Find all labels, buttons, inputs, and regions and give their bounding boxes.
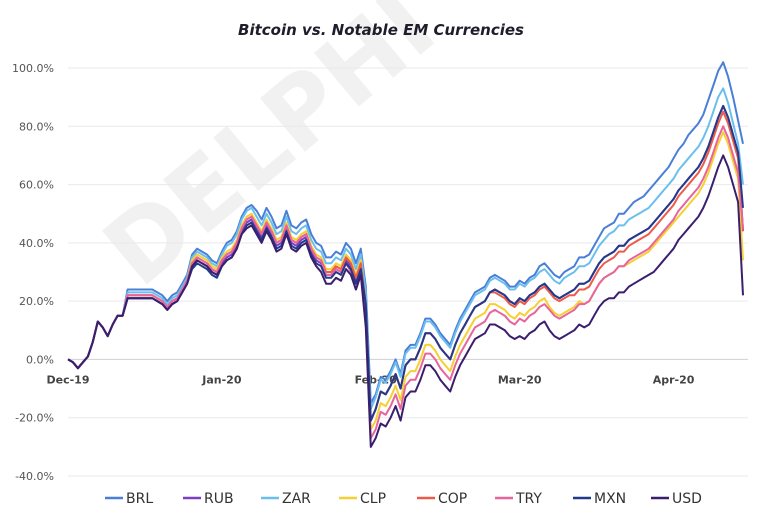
x-tick-label: Jan-20	[201, 373, 242, 386]
series-line-try	[67, 125, 744, 440]
legend-label: COP	[438, 491, 467, 507]
legend-item-clp: CLP	[339, 491, 386, 507]
chart-title: Bitcoin vs. Notable EM Currencies	[238, 21, 524, 39]
y-tick-label: 80.0%	[19, 120, 54, 133]
watermark: DELPHI	[83, 0, 456, 308]
y-tick-label: 40.0%	[19, 237, 54, 250]
legend-label: BRL	[126, 491, 153, 507]
x-tick-label: Apr-20	[653, 373, 695, 386]
y-tick-label: -40.0%	[15, 470, 54, 483]
grid	[68, 67, 748, 477]
y-tick-label: 20.0%	[19, 295, 54, 308]
series-line-zar	[67, 87, 744, 410]
legend-item-rub: RUB	[183, 491, 234, 507]
legend-item-cop: COP	[417, 491, 467, 507]
y-tick-label: 100.0%	[12, 62, 54, 75]
legend-label: TRY	[515, 491, 542, 507]
series-line-usd	[67, 154, 744, 448]
x-tick-label: Mar-20	[498, 373, 542, 386]
legend-label: RUB	[204, 491, 234, 507]
legend-label: USD	[672, 491, 702, 507]
legend-item-try: TRY	[495, 491, 542, 507]
legend-item-zar: ZAR	[261, 491, 311, 507]
legend-item-brl: BRL	[105, 491, 153, 507]
series-line-brl	[67, 61, 744, 405]
y-tick-label: 0.0%	[26, 353, 54, 366]
legend: BRL RUB ZAR CLP COP TRY MXN USD	[105, 491, 702, 507]
legend-item-usd: USD	[651, 491, 702, 507]
y-axis: 100.0% 80.0% 60.0% 40.0% 20.0% 0.0% -20.0% -40.…	[12, 62, 54, 483]
x-tick-label: Dec-19	[47, 373, 90, 386]
series-lines	[67, 61, 744, 448]
y-tick-label: -20.0%	[15, 412, 54, 425]
y-tick-label: 60.0%	[19, 179, 54, 192]
watermark-text: DELPHI	[83, 0, 456, 308]
legend-item-mxn: MXN	[573, 491, 626, 507]
legend-label: MXN	[594, 491, 626, 507]
legend-label: CLP	[360, 491, 386, 507]
legend-label: ZAR	[282, 491, 311, 507]
